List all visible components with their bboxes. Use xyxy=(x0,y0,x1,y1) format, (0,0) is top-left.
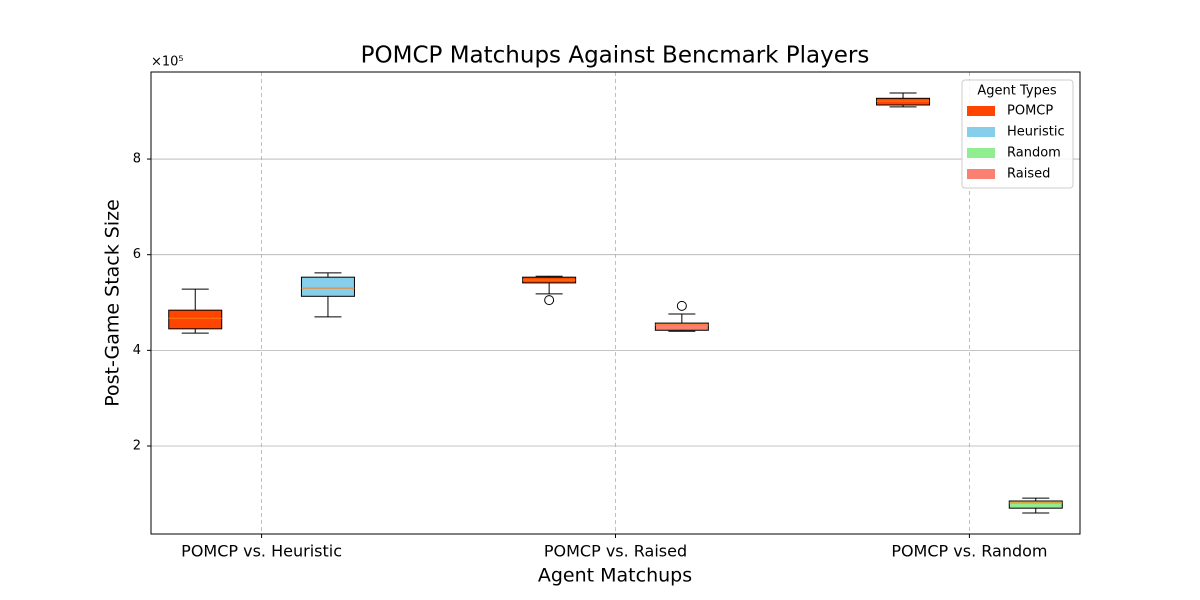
legend-label: Raised xyxy=(1007,167,1050,182)
y-tick-label: 8 xyxy=(133,152,141,167)
x-tick-label: POMCP vs. Raised xyxy=(544,542,687,561)
legend-swatch xyxy=(967,169,995,179)
legend-swatch xyxy=(967,127,995,137)
legend-label: POMCP xyxy=(1007,104,1053,119)
box xyxy=(300,276,355,297)
legend-label: Random xyxy=(1007,146,1061,161)
outlier xyxy=(544,295,555,306)
legend-swatch xyxy=(967,148,995,158)
box xyxy=(168,309,223,330)
y-tick-label: 4 xyxy=(133,343,141,358)
outlier xyxy=(676,300,687,311)
x-axis-label: Agent Matchups xyxy=(538,565,692,587)
y-axis-label: Post-Game Stack Size xyxy=(102,199,124,407)
x-tick-label: POMCP vs. Random xyxy=(891,542,1047,561)
legend-swatch xyxy=(967,106,995,116)
box xyxy=(1008,500,1063,509)
box xyxy=(654,322,709,331)
y-tick-label: 6 xyxy=(133,247,141,262)
y-tick-label: 2 xyxy=(133,439,141,454)
chart-title: POMCP Matchups Against Bencmark Players xyxy=(361,43,870,69)
y-offset-label: ×10⁵ xyxy=(151,55,184,70)
x-tick-label: POMCP vs. Heuristic xyxy=(181,542,342,561)
legend-title: Agent Types xyxy=(977,84,1056,99)
legend-label: Heuristic xyxy=(1007,125,1065,140)
plot-frame xyxy=(150,71,1081,535)
